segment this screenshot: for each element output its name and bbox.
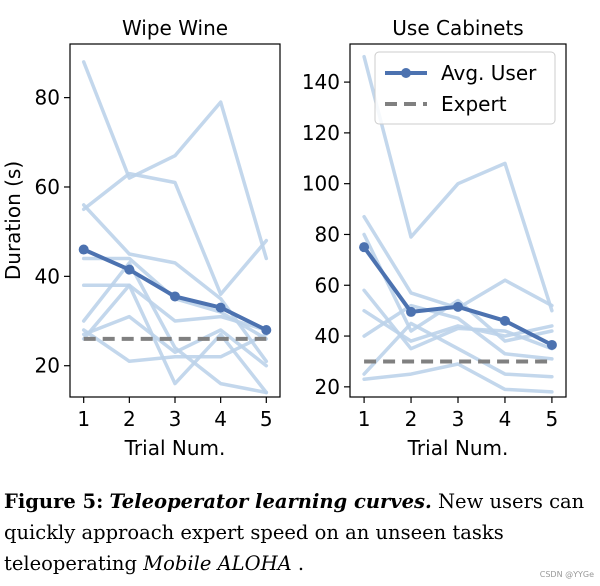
avg-user-point-3	[170, 291, 180, 302]
y-tick-label-20: 20	[35, 354, 60, 378]
legend-expert-label: Expert	[441, 92, 507, 116]
x-tick-label-3: 3	[452, 407, 465, 431]
figure-caption: Figure 5: Teleoperator learning curves. …	[4, 486, 596, 579]
x-tick-label-1: 1	[358, 407, 371, 431]
x-tick-label-3: 3	[169, 407, 182, 431]
x-axis-label: Trial Num.	[407, 436, 509, 460]
y-tick-label-80: 80	[315, 222, 340, 246]
legend-avg-label: Avg. User	[441, 61, 537, 85]
caption-title: Teleoperator learning curves.	[109, 490, 432, 513]
avg-user-point-4	[499, 315, 510, 326]
chart-title: Wipe Wine	[122, 16, 228, 40]
legend-avg-marker	[401, 68, 411, 78]
y-tick-label-20: 20	[315, 375, 340, 399]
y-tick-label-60: 60	[35, 175, 60, 199]
user-line-5	[81, 283, 269, 395]
y-axis-label: Duration (s)	[1, 161, 25, 280]
y-tick-label-40: 40	[315, 324, 340, 348]
avg-user-point-1	[78, 244, 89, 255]
avg-user-point-5	[546, 339, 557, 350]
x-tick-label-4: 4	[214, 407, 227, 431]
avg-user-point-2	[124, 264, 135, 275]
legend-box	[374, 51, 556, 125]
avg-user-point-1	[359, 242, 370, 253]
y-tick-label-40: 40	[35, 264, 60, 288]
x-tick-label-4: 4	[499, 407, 512, 431]
user-line-8	[362, 321, 554, 379]
user-line-2	[81, 171, 269, 296]
avg-user-point-2	[406, 306, 417, 317]
x-tick-label-1: 1	[77, 407, 90, 431]
y-tick-label-120: 120	[302, 121, 340, 145]
user-line-6	[362, 303, 554, 361]
legend: Avg. User Expert	[374, 51, 556, 125]
caption-text: New users can quickly approach expert sp…	[4, 490, 585, 575]
avg-user-point-5	[261, 324, 272, 335]
y-tick-label-100: 100	[302, 172, 340, 196]
user-line-8	[81, 314, 269, 368]
user-line-7	[81, 328, 269, 364]
user-line-7	[362, 362, 554, 394]
avg-user-point-3	[453, 301, 463, 312]
panel-wipe-wine: Wipe Wine 1 2 3 4 5 20 40 60 80 Trial Num. Duration…	[1, 16, 281, 460]
watermark: CSDN @YYGe	[539, 570, 594, 579]
caption-label: Figure 5:	[4, 490, 104, 513]
caption-end: .	[291, 552, 305, 575]
avg-user-point-4	[215, 302, 226, 313]
y-tick-label-140: 140	[302, 70, 340, 94]
x-tick-label-2: 2	[123, 407, 136, 431]
x-axis-label: Trial Num.	[124, 436, 226, 460]
user-line-6	[81, 261, 269, 395]
x-tick-label-5: 5	[260, 407, 273, 431]
x-tick-label-2: 2	[405, 407, 418, 431]
user-line-9	[81, 283, 269, 341]
figure: Wipe Wine 1 2 3 4 5 20 40 60 80 Trial Num. Duration…	[1, 16, 567, 460]
x-tick-label-5: 5	[546, 407, 559, 431]
panel-use-cabinets: Use Cabinets 1 2 3 4 5 20 40 60 80 100 120 140 Trial …	[302, 16, 567, 460]
chart-title: Use Cabinets	[392, 16, 523, 40]
user-line-5	[362, 308, 554, 343]
user-line-1	[81, 60, 269, 261]
y-tick-label-60: 60	[315, 273, 340, 297]
caption-emph: Mobile ALOHA	[143, 552, 292, 575]
y-tick-label-80: 80	[35, 86, 60, 110]
user-line-1	[362, 54, 554, 313]
